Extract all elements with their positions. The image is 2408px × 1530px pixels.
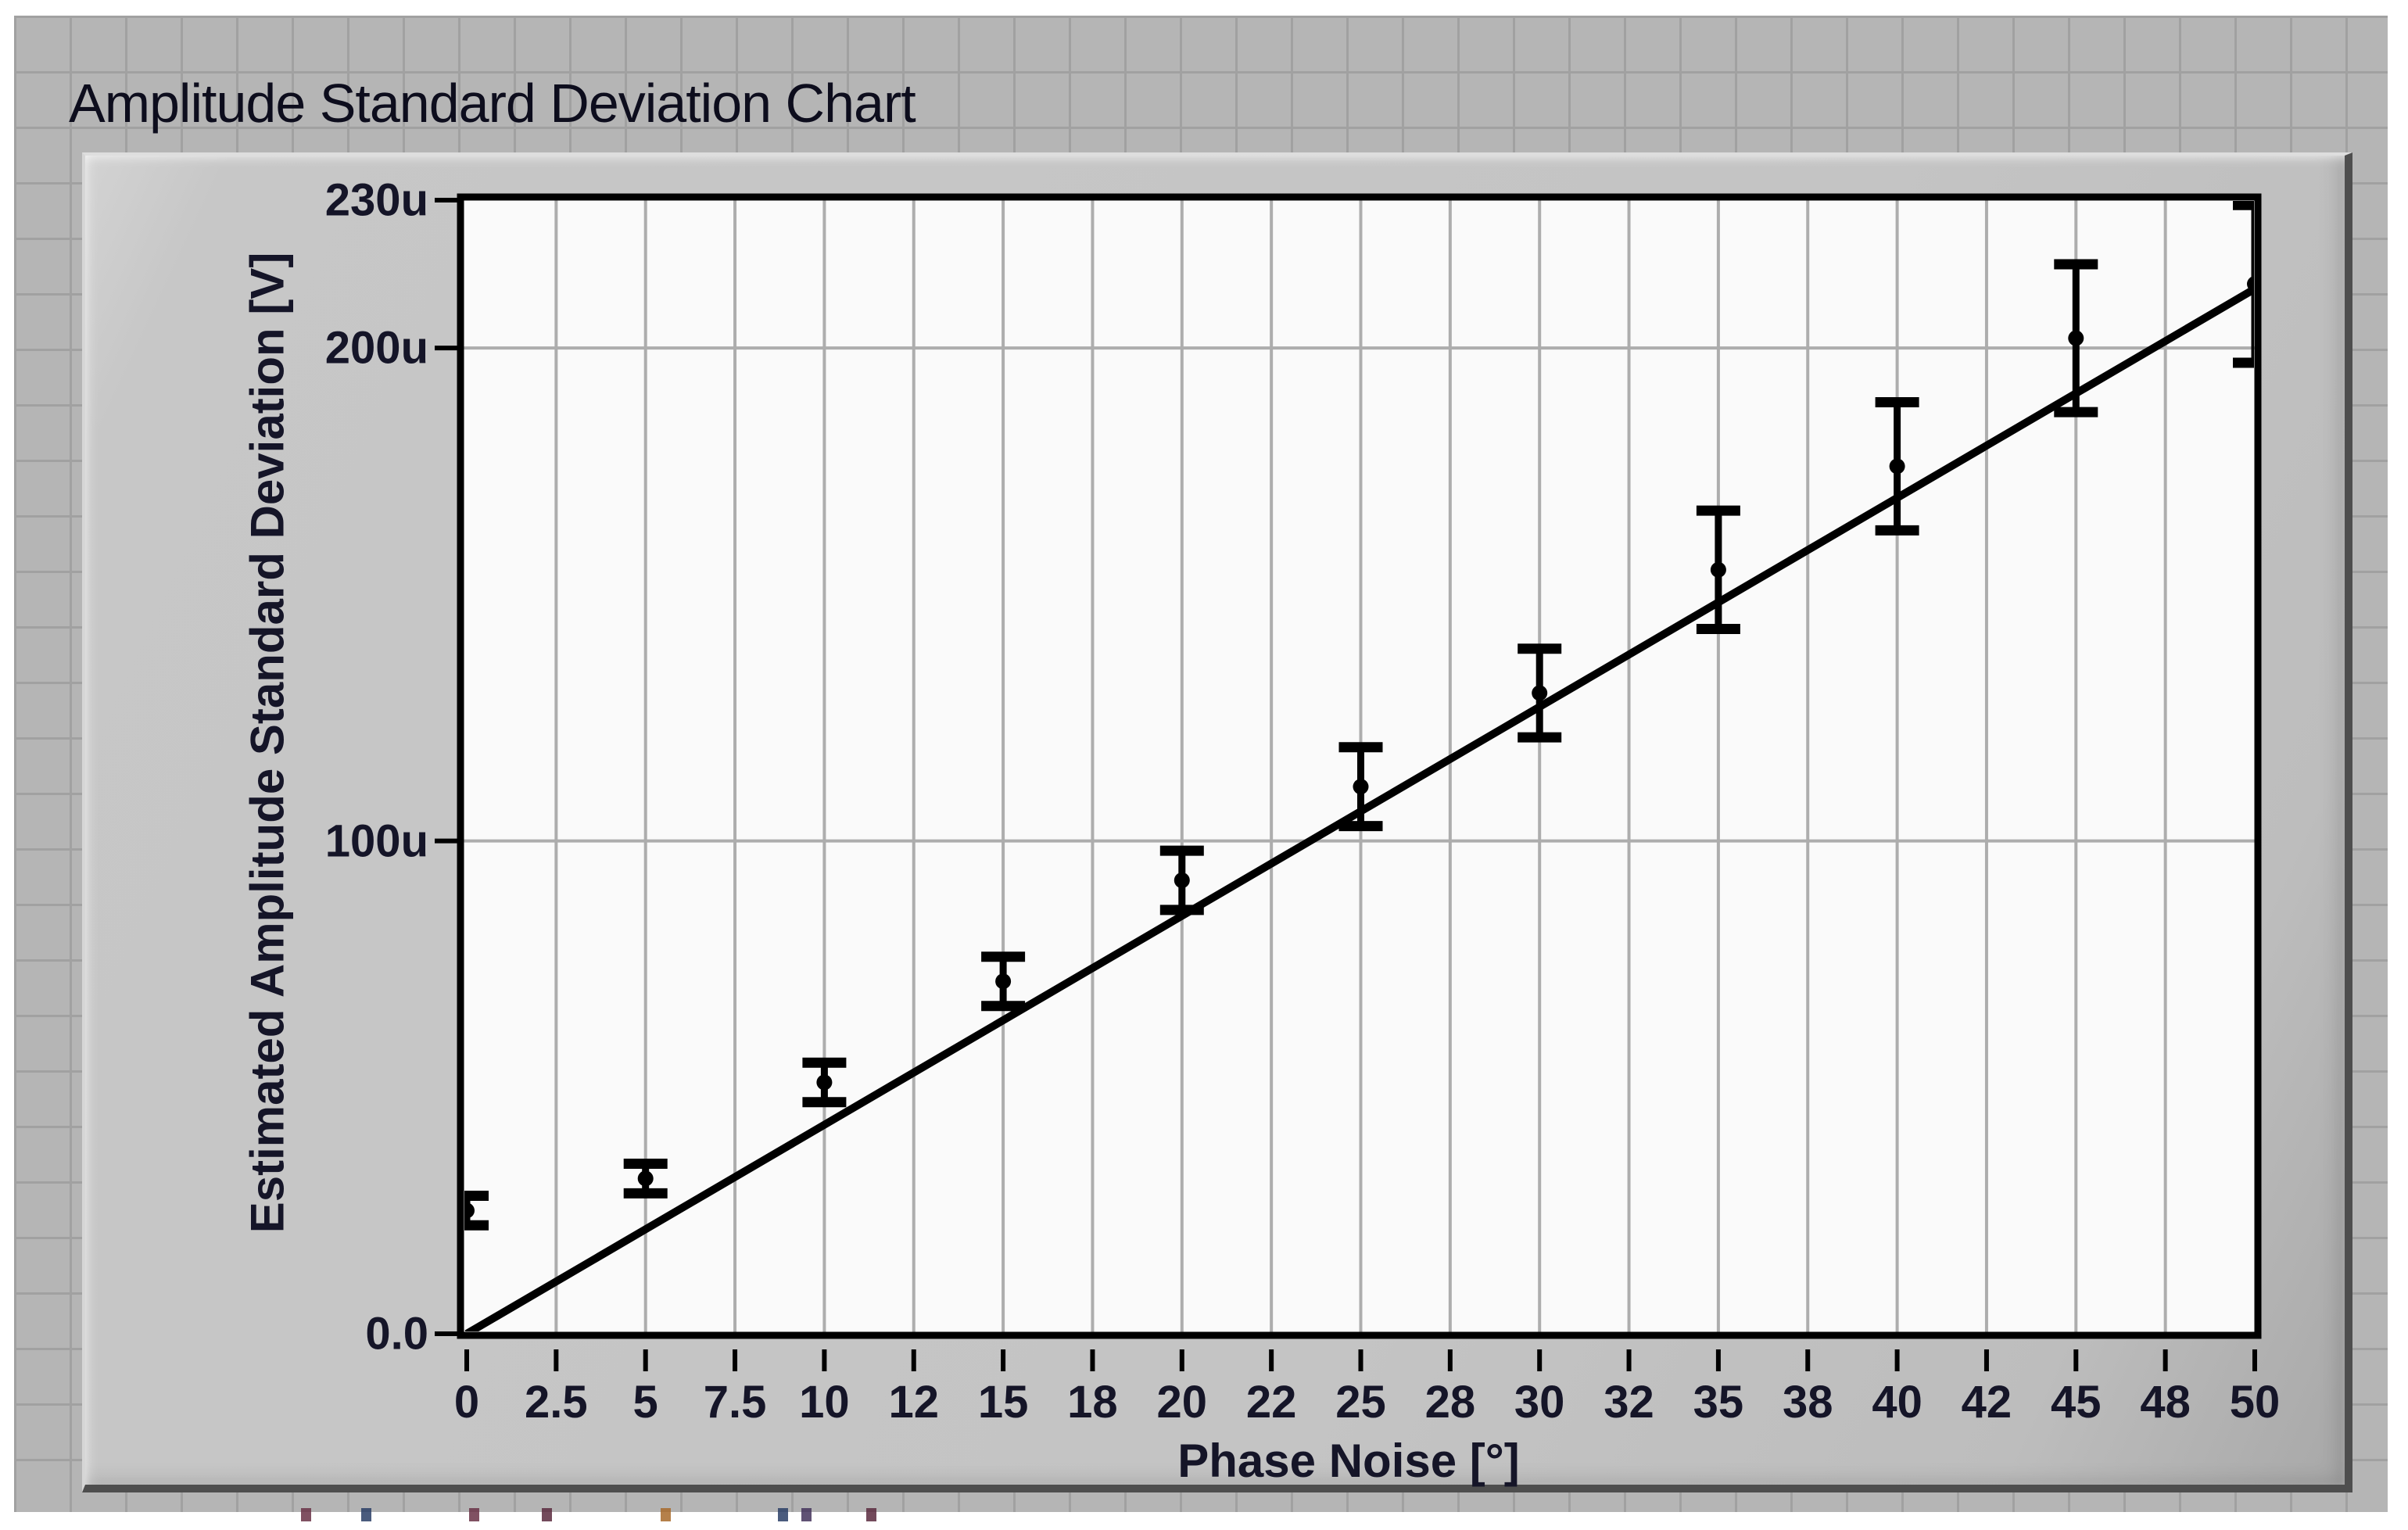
x-tick-label: 28: [1424, 1377, 1476, 1428]
x-tick-label: 25: [1335, 1377, 1386, 1428]
x-tick-label: 22: [1245, 1377, 1297, 1428]
x-tick-label: 20: [1156, 1377, 1208, 1428]
y-axis-title: Estimated Amplitude Standard Deviation […: [241, 252, 294, 1234]
clipped-text-fragment: [361, 1508, 371, 1521]
x-tick-label: 12: [888, 1377, 940, 1428]
data-point-marker: [1353, 779, 1369, 795]
x-tick-label: 7.5: [703, 1377, 767, 1428]
x-tick-label: 48: [2140, 1377, 2191, 1428]
clipped-text-fragment: [469, 1508, 479, 1521]
data-point-marker: [816, 1074, 833, 1091]
x-tick-label: 15: [977, 1377, 1029, 1428]
x-tick-label: 30: [1514, 1377, 1565, 1428]
clipped-text-fragment: [301, 1508, 311, 1521]
clipped-text-fragment: [866, 1508, 876, 1521]
y-tick-label: 100u: [324, 815, 428, 867]
x-tick-label: 35: [1693, 1377, 1744, 1428]
x-tick-label: 32: [1604, 1377, 1654, 1428]
data-point-marker: [464, 1202, 475, 1219]
x-tick-label: 5: [632, 1377, 658, 1428]
y-tick-label: 200u: [324, 322, 428, 374]
data-point-marker: [2068, 330, 2084, 346]
x-tick-label: 2.5: [525, 1377, 588, 1428]
clipped-text-fragment: [778, 1508, 788, 1521]
data-point-marker: [2247, 276, 2254, 292]
data-point-marker: [1532, 685, 1548, 701]
series-layer: [464, 201, 2254, 1331]
x-tick-label: 40: [1872, 1377, 1922, 1428]
data-point-marker: [1710, 561, 1726, 578]
x-tick-label: 45: [2051, 1377, 2102, 1428]
clipped-text-fragment: [801, 1508, 812, 1521]
y-tick-label: 0.0: [365, 1308, 428, 1360]
data-point-marker: [637, 1170, 654, 1187]
data-point-marker: [995, 973, 1012, 990]
x-tick-label: 42: [1961, 1377, 2012, 1428]
x-axis-title: Phase Noise [°]: [1177, 1435, 1520, 1487]
plot-frame: [457, 193, 2262, 1339]
x-tick-label: 38: [1782, 1377, 1833, 1428]
clipped-text-fragment: [542, 1508, 552, 1521]
clipped-text-fragment: [661, 1508, 671, 1521]
data-point-marker: [1174, 872, 1190, 888]
y-tick-label: 230u: [324, 174, 428, 226]
x-tick-label: 18: [1067, 1377, 1118, 1428]
x-tick-label: 0: [453, 1377, 480, 1428]
x-tick-label: 10: [799, 1377, 850, 1428]
chart-title: Amplitude Standard Deviation Chart: [69, 73, 916, 134]
data-point-marker: [1889, 458, 1905, 475]
x-tick-label: 50: [2229, 1377, 2281, 1428]
